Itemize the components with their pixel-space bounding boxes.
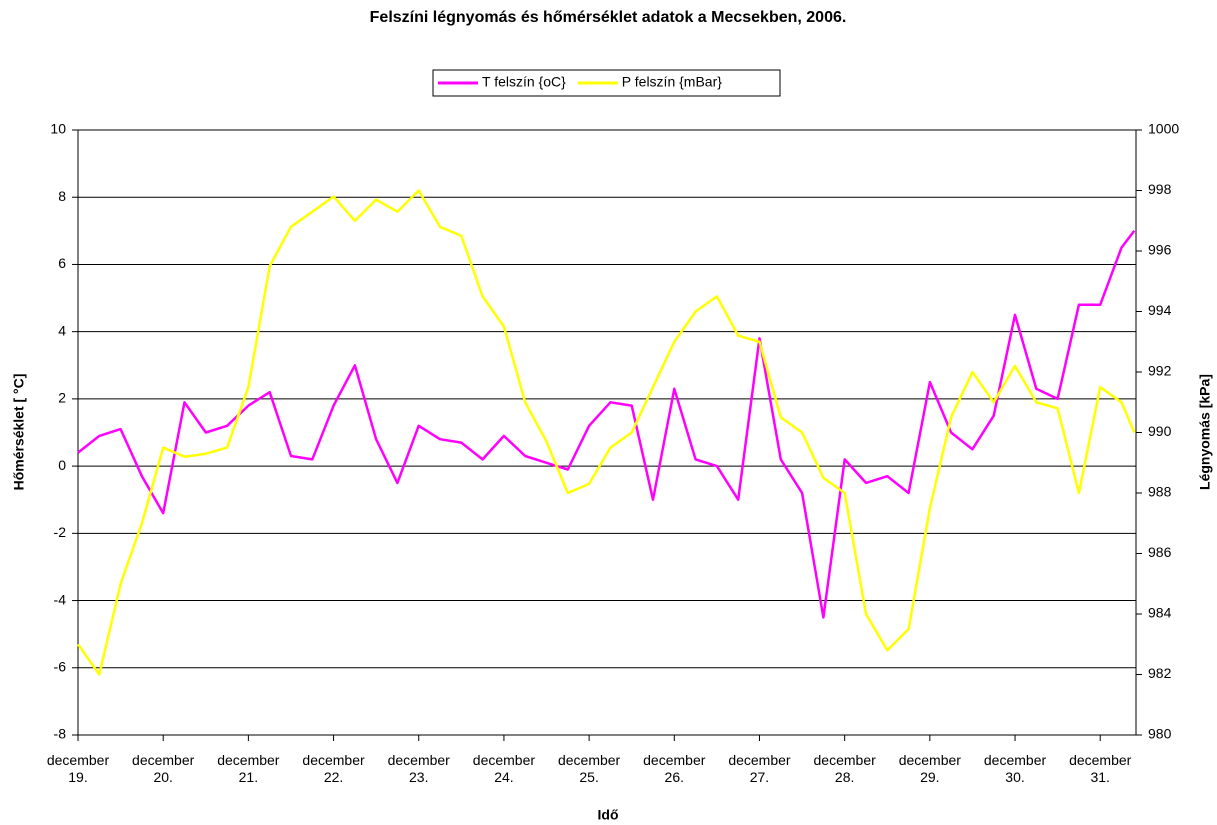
chart-title: Felszíni légnyomás és hőmérséklet adatok… <box>370 9 847 26</box>
y-tick-label: -4 <box>54 591 67 607</box>
y-tick-label: 8 <box>58 188 66 204</box>
y2-tick-label: 996 <box>1148 242 1172 258</box>
x-axis-label: Idő <box>598 807 619 823</box>
legend-label: P felszín {mBar} <box>622 74 722 90</box>
y-tick-label: 4 <box>58 322 66 338</box>
y2-tick-label: 994 <box>1148 302 1172 318</box>
series-line <box>77 230 1136 619</box>
legend-label: T felszín {oC} <box>482 74 566 90</box>
y-tick-label: 2 <box>58 390 66 406</box>
x-tick-label: december 27. <box>728 752 791 785</box>
y2-tick-label: 992 <box>1148 363 1172 379</box>
x-tick-label: december 30. <box>983 752 1047 785</box>
x-tick-label: december 19. <box>46 752 110 785</box>
series-line <box>76 189 1136 676</box>
y2-tick-label: 998 <box>1148 181 1172 197</box>
y2-tick-label: 988 <box>1148 484 1172 500</box>
x-tick-label: december 22. <box>302 752 365 785</box>
x-tick-label: december 23. <box>387 752 450 785</box>
y2-tick-label: 990 <box>1148 423 1172 439</box>
y-tick-label: 10 <box>50 121 66 137</box>
x-tick-label: december 24. <box>472 752 536 785</box>
y-tick-label: 0 <box>58 457 66 473</box>
y2-axis-label: Légnyomás [kPa] <box>1197 374 1213 490</box>
x-tick-label: december 25. <box>557 752 621 785</box>
x-tick-label: december 26. <box>643 752 706 785</box>
x-tick-label: december 21. <box>217 752 280 785</box>
y-tick-label: -8 <box>54 726 67 742</box>
x-tick-label: december 20. <box>132 752 195 785</box>
y-tick-label: 6 <box>58 255 66 271</box>
x-tick-label: december 29. <box>898 752 961 785</box>
y2-tick-label: 980 <box>1148 726 1172 742</box>
y-tick-label: -2 <box>54 524 67 540</box>
y-axis-label: Hőmérséklet [ °C] <box>11 374 27 491</box>
y2-tick-label: 986 <box>1148 544 1172 560</box>
y2-tick-label: 984 <box>1148 605 1172 621</box>
y2-tick-label: 982 <box>1148 665 1172 681</box>
x-tick-label: december 31. <box>1069 752 1132 785</box>
y-tick-label: -6 <box>54 658 67 674</box>
x-tick-label: december 28. <box>813 752 876 785</box>
y2-tick-label: 1000 <box>1148 121 1179 137</box>
